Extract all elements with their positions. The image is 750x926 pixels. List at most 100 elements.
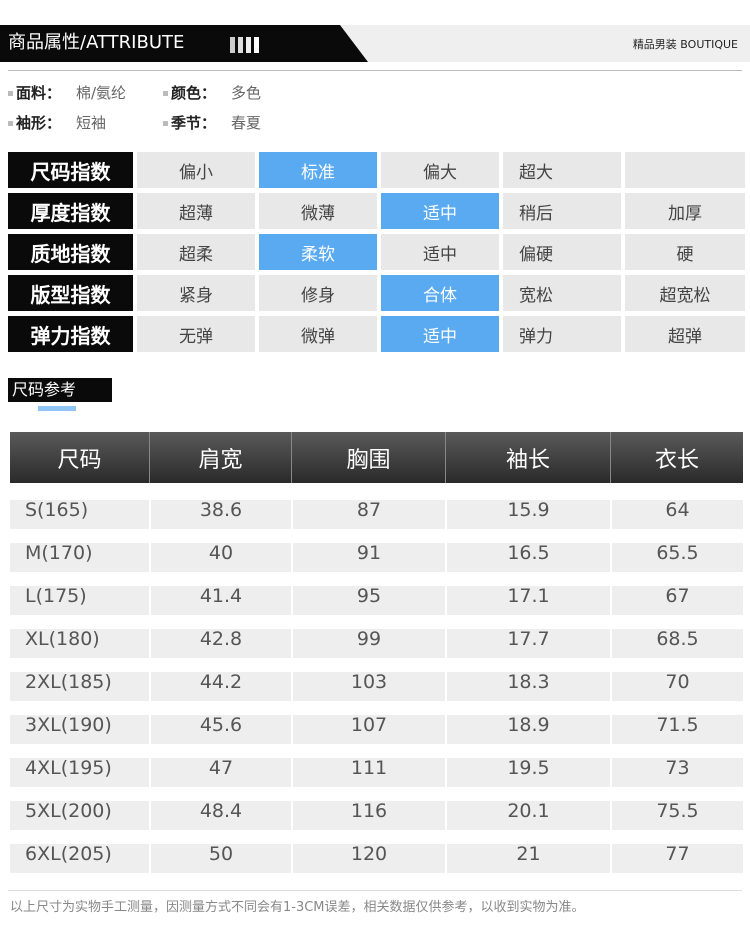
index-label: 版型指数	[8, 275, 133, 311]
index-option: 微薄	[259, 193, 377, 229]
table-cell: 17.1	[445, 574, 610, 617]
bullet	[163, 121, 168, 126]
attribute-label: 面料：	[16, 84, 62, 102]
table-cell: 91	[291, 531, 445, 574]
index-option: 无弹	[137, 316, 255, 352]
row-band	[10, 715, 743, 744]
table-cell: S(165)	[25, 498, 89, 521]
header-icon	[230, 37, 259, 53]
table-cell: 40	[149, 531, 291, 574]
index-option: 超大	[503, 152, 621, 188]
index-option: 偏硬	[503, 234, 621, 270]
index-option: 超柔	[137, 234, 255, 270]
row-band	[10, 758, 743, 787]
table-cell: 47	[149, 746, 291, 789]
index-option: 加厚	[625, 193, 745, 229]
index-option: 弹力	[503, 316, 621, 352]
index-empty	[625, 152, 745, 188]
table-cell: 41.4	[149, 574, 291, 617]
index-option: 偏大	[381, 152, 499, 188]
table-cell: 20.1	[445, 789, 610, 832]
index-option: 修身	[259, 275, 377, 311]
index-option: 微弹	[259, 316, 377, 352]
table-cell: 71.5	[610, 703, 743, 746]
attribute-label: 颜色：	[171, 84, 217, 102]
spacer	[8, 370, 742, 371]
index-option: 适中	[381, 316, 499, 352]
table-cell: 2XL(185)	[25, 670, 112, 693]
table-cell: 19.5	[445, 746, 610, 789]
table-cell: L(175)	[25, 584, 87, 607]
attribute-value: 春夏	[231, 114, 262, 132]
row-band	[10, 629, 743, 658]
table-cell: 38.6	[149, 488, 291, 531]
table-cell: 68.5	[610, 617, 743, 660]
section-title: 尺码参考	[8, 378, 112, 402]
table-cell: 67	[610, 574, 743, 617]
header-title: 商品属性/ATTRIBUTE	[8, 32, 185, 53]
header-banner	[0, 25, 368, 62]
table-cell: M(170)	[25, 541, 93, 564]
row-band	[10, 844, 743, 873]
bullet	[163, 91, 168, 96]
table-cell: 5XL(200)	[25, 799, 112, 822]
column-header: 尺码	[57, 447, 102, 473]
table-cell: 50	[149, 832, 291, 875]
index-label: 尺码指数	[8, 152, 133, 188]
table-cell: 75.5	[610, 789, 743, 832]
table-cell: 15.9	[445, 488, 610, 531]
index-label: 弹力指数	[8, 316, 133, 352]
attribute-label: 袖形：	[16, 114, 62, 132]
table-cell: 18.3	[445, 660, 610, 703]
index-label: 质地指数	[8, 234, 133, 270]
footer-divider	[8, 890, 742, 891]
table-cell: 87	[291, 488, 445, 531]
attribute-value: 短袖	[76, 114, 107, 132]
attribute-value: 棉/氨纶	[76, 84, 127, 102]
index-option: 适中	[381, 234, 499, 270]
table-cell: 44.2	[149, 660, 291, 703]
table-cell: XL(180)	[25, 627, 100, 650]
table-cell: 116	[291, 789, 445, 832]
index-option: 紧身	[137, 275, 255, 311]
attribute-value: 多色	[231, 84, 262, 102]
footnote: 以上尺寸为实物手工测量，因测量方式不同会有1-3CM误差，相关数据仅供参考，以收…	[10, 900, 585, 915]
column-header: 肩宽	[149, 432, 291, 483]
table-cell: 18.9	[445, 703, 610, 746]
table-cell: 77	[610, 832, 743, 875]
index-option: 硬	[625, 234, 745, 270]
row-band	[10, 672, 743, 701]
table-cell: 95	[291, 574, 445, 617]
index-option: 超弹	[625, 316, 745, 352]
table-cell: 99	[291, 617, 445, 660]
attribute-label: 季节：	[171, 114, 217, 132]
table-cell: 16.5	[445, 531, 610, 574]
row-band	[10, 586, 743, 615]
table-cell: 70	[610, 660, 743, 703]
index-option: 稍后	[503, 193, 621, 229]
bullet	[8, 121, 13, 126]
table-cell: 107	[291, 703, 445, 746]
table-cell: 3XL(190)	[25, 713, 112, 736]
row-band	[10, 543, 743, 572]
index-label: 厚度指数	[8, 193, 133, 229]
row-band	[10, 801, 743, 830]
table-cell: 103	[291, 660, 445, 703]
column-header: 胸围	[291, 432, 445, 483]
table-cell: 17.7	[445, 617, 610, 660]
index-option: 合体	[381, 275, 499, 311]
column-header: 袖长	[445, 432, 610, 483]
index-option: 超薄	[137, 193, 255, 229]
bullet	[8, 91, 13, 96]
table-cell: 6XL(205)	[25, 842, 112, 865]
index-option: 柔软	[259, 234, 377, 270]
index-option: 适中	[381, 193, 499, 229]
column-header: 衣长	[610, 432, 743, 483]
header-tag: 精品男装 BOUTIQUE	[632, 38, 738, 51]
table-cell: 120	[291, 832, 445, 875]
table-cell: 42.8	[149, 617, 291, 660]
index-option: 超宽松	[625, 275, 745, 311]
table-cell: 111	[291, 746, 445, 789]
table-cell: 21	[445, 832, 610, 875]
